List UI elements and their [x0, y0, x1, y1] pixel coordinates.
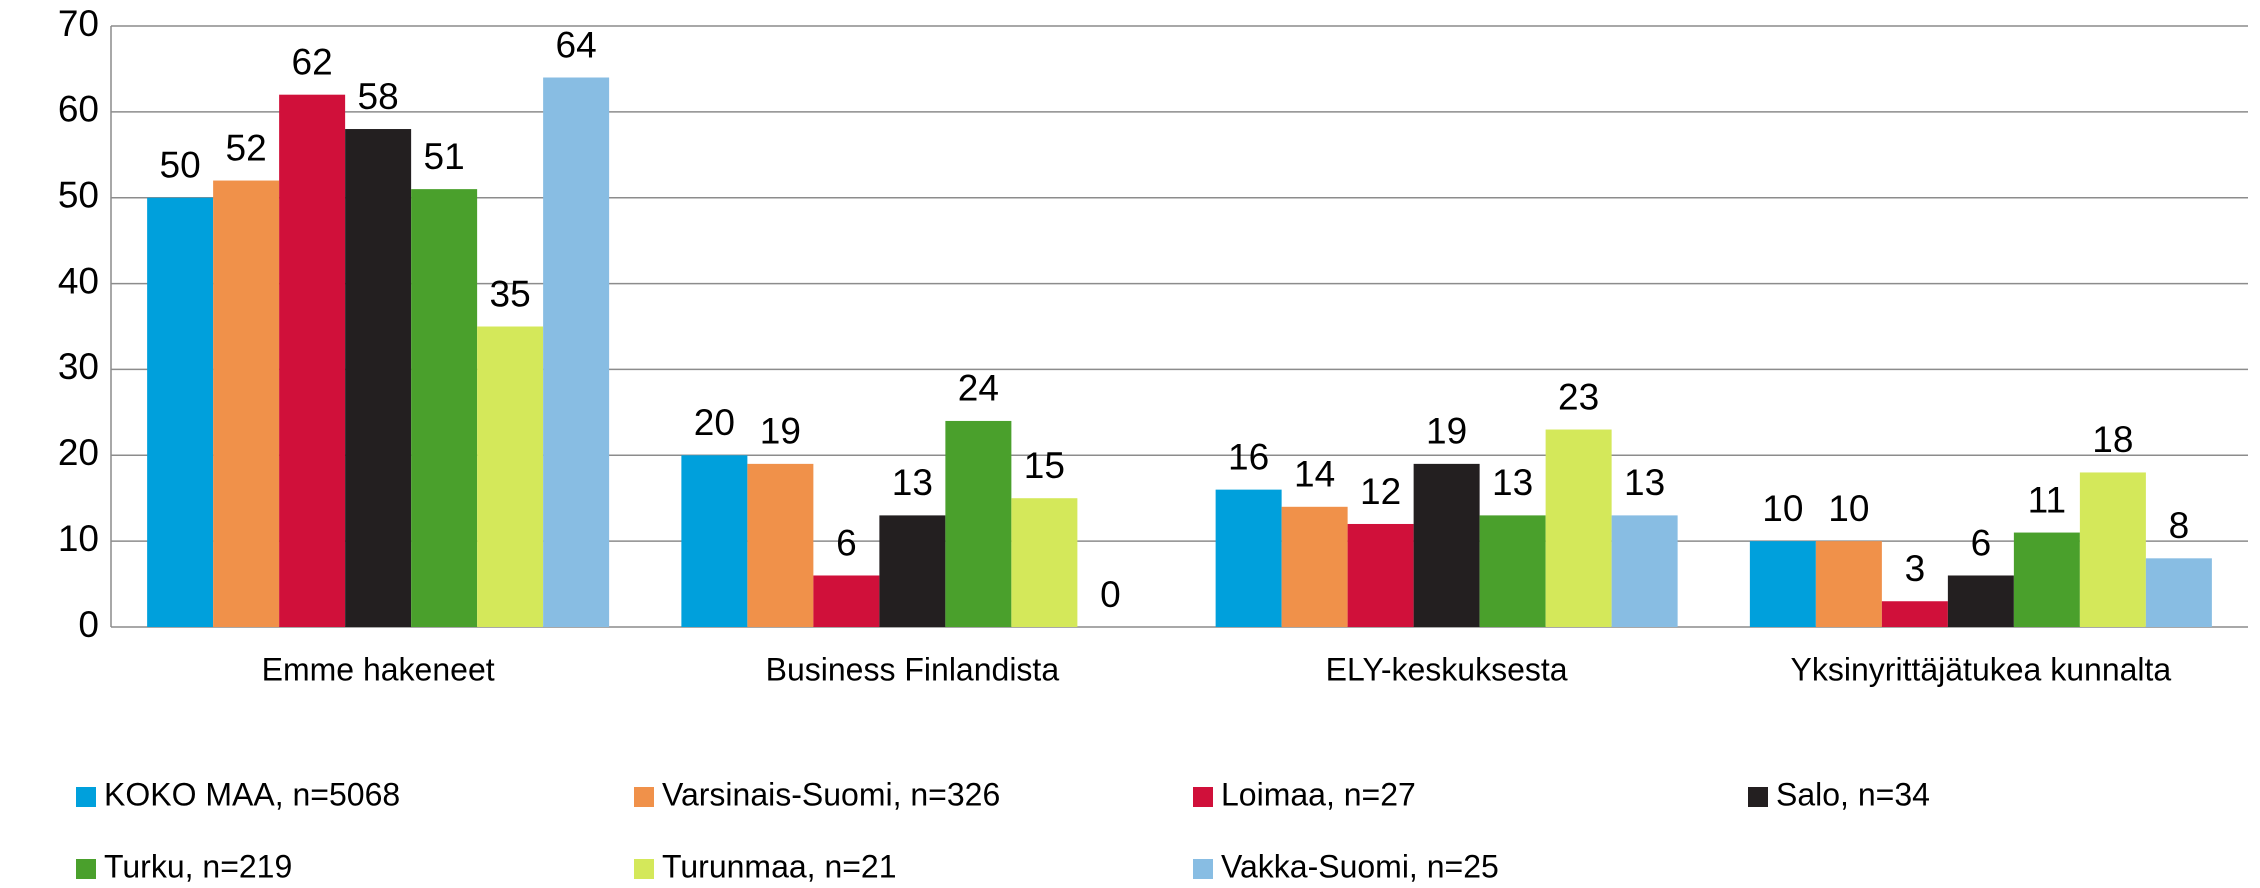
data-label: 8 [2169, 505, 2190, 546]
bar [1749, 541, 1816, 627]
data-label: 15 [1024, 445, 1065, 486]
data-label: 6 [836, 522, 857, 563]
legend-swatch [1193, 859, 1213, 879]
y-tick-label: 50 [58, 174, 99, 215]
legend-label: Turku, n=219 [104, 848, 292, 884]
data-label: 20 [694, 402, 735, 443]
bar [213, 180, 280, 628]
bar [1545, 429, 1612, 627]
bar [945, 420, 1012, 627]
bar [345, 129, 412, 627]
bar [1611, 515, 1678, 627]
data-label: 18 [2092, 419, 2133, 460]
data-label: 35 [490, 273, 531, 314]
bar [279, 94, 346, 627]
y-tick-label: 70 [58, 3, 99, 44]
data-label: 13 [1624, 462, 1665, 503]
data-label: 0 [1100, 574, 1121, 615]
x-tick-label: Emme hakeneet [262, 651, 495, 687]
legend-swatch [634, 787, 654, 807]
data-label: 10 [1828, 488, 1869, 529]
data-label: 11 [2028, 479, 2066, 520]
y-tick-label: 30 [58, 346, 99, 387]
data-label: 51 [424, 136, 465, 177]
x-tick-label: Yksinyrittäjätukea kunnalta [1791, 651, 2172, 687]
bar [2145, 558, 2212, 627]
data-label: 10 [1762, 488, 1803, 529]
data-label: 16 [1228, 436, 1269, 477]
legend-label: Varsinais-Suomi, n=326 [662, 776, 1000, 812]
legend-label: Loimaa, n=27 [1221, 776, 1416, 812]
legend-swatch [634, 859, 654, 879]
data-label: 50 [160, 144, 201, 185]
bar [1215, 489, 1282, 627]
y-tick-label: 60 [58, 89, 99, 130]
bar [813, 575, 880, 627]
data-label: 6 [1971, 522, 1992, 563]
data-label: 19 [760, 411, 801, 452]
bar [681, 455, 748, 627]
bar [1881, 601, 1948, 627]
bar [1947, 575, 2014, 627]
bar [1011, 498, 1078, 627]
data-label: 62 [292, 41, 333, 82]
bar [477, 326, 544, 627]
bar [879, 515, 946, 627]
legend-label: KOKO MAA, n=5068 [104, 776, 400, 812]
data-label: 58 [358, 76, 399, 117]
legend-label: Salo, n=34 [1776, 776, 1930, 812]
data-label: 14 [1294, 454, 1335, 495]
data-label: 13 [1492, 462, 1533, 503]
bar [1479, 515, 1546, 627]
data-label: 19 [1426, 411, 1467, 452]
bar [1413, 463, 1480, 627]
bar [747, 463, 814, 627]
bar [2079, 472, 2146, 627]
legend-swatch [1748, 787, 1768, 807]
y-tick-label: 20 [58, 432, 99, 473]
x-tick-label: Business Finlandista [766, 651, 1060, 687]
data-label: 13 [892, 462, 933, 503]
y-tick-label: 10 [58, 518, 99, 559]
y-tick-label: 0 [78, 604, 99, 645]
data-label: 3 [1905, 548, 1926, 589]
bar [147, 197, 214, 627]
legend-label: Turunmaa, n=21 [662, 848, 897, 884]
data-label: 23 [1558, 376, 1599, 417]
x-tick-label: ELY-keskuksesta [1326, 651, 1568, 687]
legend-swatch [76, 787, 96, 807]
bar [411, 189, 478, 627]
bar [1347, 523, 1414, 627]
bar [2013, 532, 2080, 627]
bar [1281, 506, 1348, 627]
legend-label: Vakka-Suomi, n=25 [1221, 848, 1499, 884]
data-label: 24 [958, 368, 999, 409]
legend-swatch [1193, 787, 1213, 807]
bar [543, 77, 610, 627]
y-tick-label: 40 [58, 260, 99, 301]
bar [1815, 541, 1882, 627]
legend-swatch [76, 859, 96, 879]
data-label: 12 [1360, 471, 1401, 512]
data-label: 52 [226, 127, 267, 168]
data-label: 64 [556, 24, 597, 65]
